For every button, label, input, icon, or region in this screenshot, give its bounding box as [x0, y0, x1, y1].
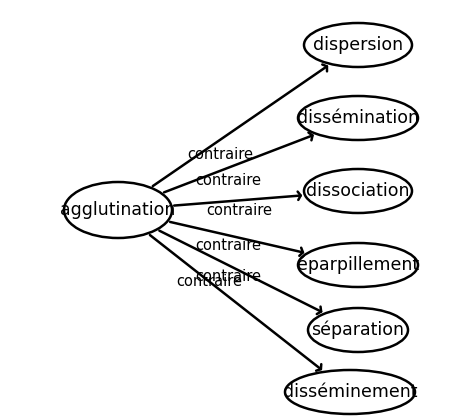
Text: éparpillement: éparpillement [297, 256, 419, 274]
Text: contraire: contraire [177, 274, 243, 289]
Text: dissémination: dissémination [297, 109, 419, 127]
Ellipse shape [285, 370, 415, 414]
Text: contraire: contraire [206, 203, 272, 218]
Text: contraire: contraire [187, 147, 253, 162]
Ellipse shape [304, 169, 412, 213]
Ellipse shape [308, 308, 408, 352]
Ellipse shape [298, 243, 418, 287]
Text: dispersion: dispersion [313, 36, 403, 54]
Ellipse shape [304, 23, 412, 67]
Text: contraire: contraire [195, 269, 261, 284]
Text: contraire: contraire [195, 173, 261, 188]
Text: dissociation: dissociation [306, 182, 410, 200]
Text: séparation: séparation [311, 321, 405, 339]
Ellipse shape [64, 182, 172, 238]
Ellipse shape [298, 96, 418, 140]
Text: contraire: contraire [195, 238, 261, 253]
Text: agglutination: agglutination [60, 201, 176, 219]
Text: disséminement: disséminement [283, 383, 417, 401]
